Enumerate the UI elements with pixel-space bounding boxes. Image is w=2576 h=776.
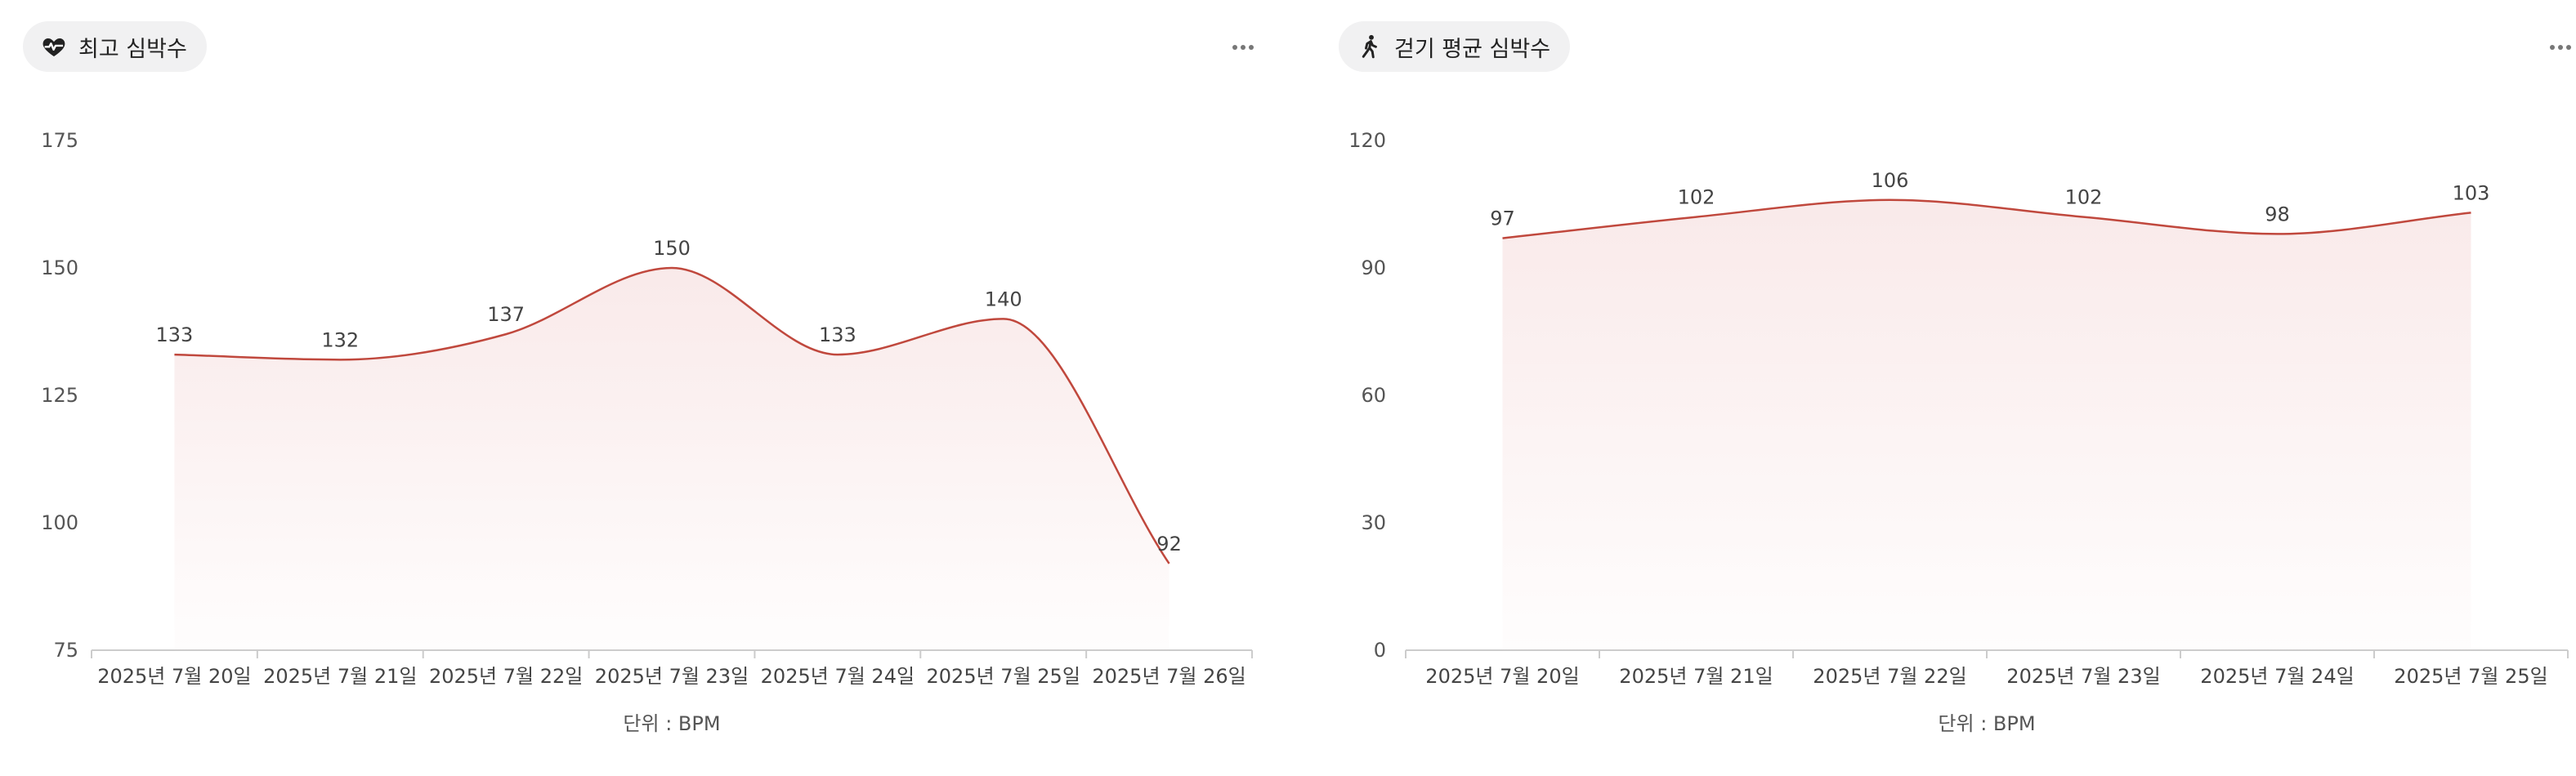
x-tick-label: 2025년 7월 26일 [1092,665,1246,688]
x-tick-label: 2025년 7월 24일 [761,665,915,688]
x-tick-label: 2025년 7월 21일 [1619,665,1773,688]
data-label: 102 [1678,186,1715,209]
data-point[interactable] [1694,215,1699,220]
data-point[interactable] [338,357,342,362]
data-point[interactable] [1500,236,1505,241]
y-tick-label: 125 [41,384,78,407]
chart-title: 최고 심박수 [78,36,187,62]
chart-title: 걷기 평균 심박수 [1394,36,1551,62]
chart-card-max-heart-rate: 최고 심박수 75 100 125 150 175 2025년 7월 20일 2025년 7… [23,21,1254,735]
data-label: 150 [653,237,691,260]
more-horizontal-icon[interactable] [1232,33,1254,62]
x-tick-label: 2025년 7월 21일 [263,665,417,688]
x-tick-label: 2025년 7월 22일 [1813,665,1966,688]
chart-max-heart-rate: 75 100 125 150 175 2025년 7월 20일 2025년 7월 21일 20… [41,129,1253,735]
y-tick-label: 60 [1361,384,1386,407]
x-tick-label: 2025년 7월 25일 [927,665,1080,688]
x-tick-label: 2025년 7월 23일 [2006,665,2160,688]
y-tick-label: 150 [41,256,78,279]
data-label: 97 [1490,207,1515,230]
data-label: 103 [2453,181,2490,204]
y-tick-label: 75 [53,639,78,662]
y-tick-label: 90 [1361,256,1386,279]
y-tick-label: 0 [1374,639,1386,662]
unit-label: 단위 : BPM [1938,712,2035,735]
data-point[interactable] [503,332,508,337]
x-tick-label: 2025년 7월 25일 [2394,665,2547,688]
data-point[interactable] [2082,215,2086,220]
data-label: 140 [985,288,1022,310]
x-tick-label: 2025년 7월 20일 [97,665,251,688]
more-horizontal-icon[interactable] [2550,33,2571,62]
data-label: 137 [487,303,525,326]
data-label: 92 [1156,533,1182,555]
data-point[interactable] [2275,231,2280,236]
chart-walking-heart-rate: 0 30 60 90 120 2025년 7월 20일 2025년 7월 21일 2025년 … [1348,129,2569,735]
chart-title-pill[interactable]: 걷기 평균 심박수 [1339,21,1571,72]
x-tick-label: 2025년 7월 20일 [1425,665,1579,688]
x-tick-label: 2025년 7월 24일 [2200,665,2354,688]
chart-card-walking-heart-rate: 걷기 평균 심박수 0 30 60 90 120 2025년 7월 20일 2025년 7월… [1308,0,2576,776]
series-line [174,266,1170,564]
data-label: 133 [819,323,856,346]
data-point[interactable] [669,265,674,270]
heart-pulse-icon [41,33,67,60]
x-tick-label: 2025년 7월 23일 [595,665,749,688]
y-tick-label: 120 [1348,129,1386,152]
y-tick-label: 175 [41,129,78,152]
data-label: 98 [2265,203,2290,225]
walking-person-icon [1357,33,1383,60]
x-tick-label: 2025년 7월 22일 [429,665,583,688]
y-tick-label: 100 [41,511,78,534]
data-label: 106 [1872,169,1909,192]
data-label: 132 [321,328,359,351]
y-tick-label: 30 [1361,511,1386,534]
data-label: 133 [156,323,194,346]
chart-title-pill[interactable]: 최고 심박수 [23,21,207,72]
series-line [1502,198,2471,239]
unit-label: 단위 : BPM [623,712,720,735]
data-point[interactable] [835,352,840,357]
data-point[interactable] [1888,198,1893,203]
data-point[interactable] [2469,210,2474,215]
data-point[interactable] [172,352,177,357]
series-area [174,268,1169,650]
data-label: 102 [2065,186,2103,209]
series-area [1502,199,2471,651]
data-point[interactable] [1167,561,1172,566]
data-point[interactable] [1001,316,1006,321]
